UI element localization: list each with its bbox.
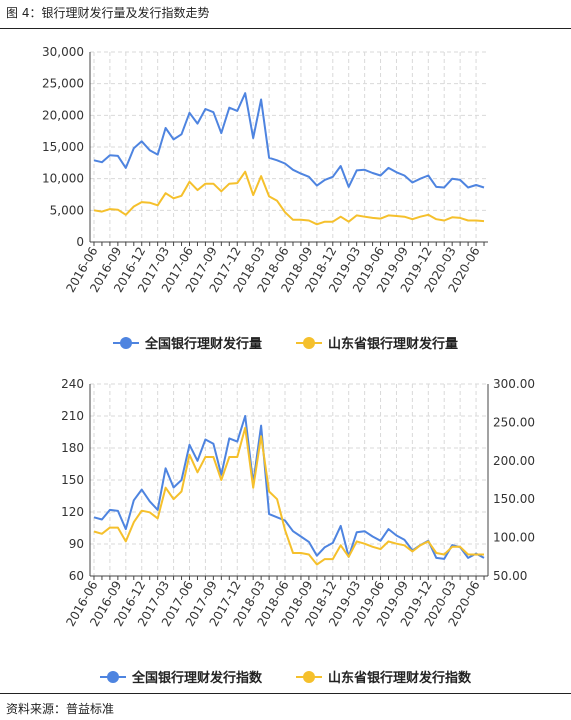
source-note: 资料来源：普益标准 xyxy=(6,702,115,716)
legend-index: 全国银行理财发行指数 山东省银行理财发行指数 xyxy=(0,667,571,686)
y-tick-label: 5,000 xyxy=(50,203,84,217)
y-right-tick-label: 300.00 xyxy=(493,377,535,391)
y-right-tick-label: 150.00 xyxy=(493,492,535,506)
y-tick-label: 210 xyxy=(61,409,84,423)
y-tick-label: 60 xyxy=(69,569,84,583)
issuance-volume-chart: 05,00010,00015,00020,00025,00030,0002016… xyxy=(42,45,488,295)
y-right-tick-label: 250.00 xyxy=(493,415,535,429)
legend-marker-national xyxy=(99,670,126,683)
legend-label-national-volume: 全国银行理财发行量 xyxy=(144,337,262,352)
y-tick-label: 10,000 xyxy=(42,172,84,186)
legend-item-shandong-index[interactable]: 山东省银行理财发行指数 xyxy=(296,667,471,686)
legend-marker-national xyxy=(112,336,139,349)
y-tick-label: 0 xyxy=(76,235,84,249)
y-tick-label: 150 xyxy=(61,473,84,487)
legend-marker-shandong xyxy=(296,670,322,683)
legend-item-shandong-volume[interactable]: 山东省银行理财发行量 xyxy=(296,333,458,352)
legend-item-national-volume[interactable]: 全国银行理财发行量 xyxy=(112,333,262,352)
y-tick-label: 20,000 xyxy=(42,108,84,122)
issuance-index-chart: 60 90 120 150 180 210 240 50.00 100.00 150.00 200.… xyxy=(61,377,535,629)
series-line-shandong xyxy=(93,170,485,226)
y-tick-label: 30,000 xyxy=(42,45,84,59)
y-tick-label: 240 xyxy=(61,377,84,391)
y-tick-label: 90 xyxy=(69,537,84,551)
series-line-national xyxy=(93,92,485,189)
y-tick-label: 180 xyxy=(61,441,84,455)
y-right-tick-label: 50.00 xyxy=(493,569,527,583)
y-tick-label: 15,000 xyxy=(42,140,84,154)
series-line-shandong xyxy=(93,426,484,566)
bottom-rule xyxy=(0,693,571,694)
y-tick-label: 25,000 xyxy=(42,77,84,91)
y-tick-label: 120 xyxy=(61,505,84,519)
series-line-national xyxy=(93,415,485,560)
legend-item-national-index[interactable]: 全国银行理财发行指数 xyxy=(99,667,262,686)
legend-label-shandong-volume: 山东省银行理财发行量 xyxy=(328,337,459,352)
legend-label-national-index: 全国银行理财发行指数 xyxy=(131,671,262,686)
top-rule xyxy=(0,28,571,29)
legend-volume: 全国银行理财发行量 山东省银行理财发行量 xyxy=(0,333,571,352)
y-right-tick-label: 100.00 xyxy=(493,531,535,545)
y-right-tick-label: 200.00 xyxy=(493,454,535,468)
legend-marker-shandong xyxy=(296,336,322,349)
legend-label-shandong-index: 山东省银行理财发行指数 xyxy=(328,671,472,686)
figure-title: 图 4：银行理财发行量及发行指数走势 xyxy=(6,6,210,20)
